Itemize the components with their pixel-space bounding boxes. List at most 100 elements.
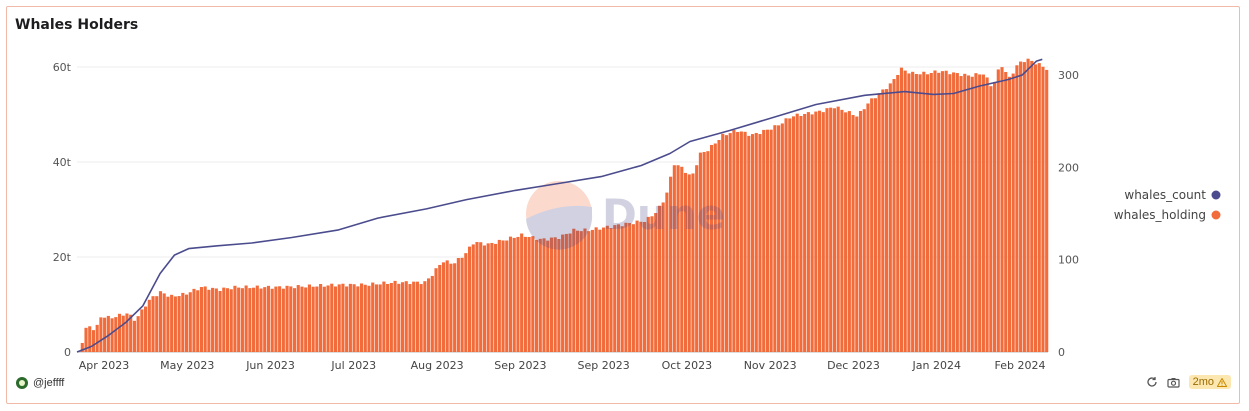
bar [732, 130, 736, 352]
bar [1041, 66, 1045, 353]
footer-actions: 2mo [1145, 375, 1231, 389]
y-left-tick-label: 0 [64, 346, 71, 359]
chart-card: Whales Holders 0 20t 40t 60t 0 100 200 300 Dune A… [6, 6, 1240, 404]
x-tick-label: Nov 2023 [744, 359, 797, 372]
bar [248, 288, 252, 352]
bar [624, 222, 628, 352]
bar [952, 72, 956, 352]
bar [602, 227, 606, 352]
bar [814, 111, 818, 352]
bar [858, 110, 863, 352]
bar [147, 299, 151, 352]
bar [821, 112, 825, 352]
bar [319, 283, 323, 352]
y-left-tick-label: 60t [53, 61, 72, 74]
bar [1011, 73, 1015, 352]
bar [799, 116, 803, 352]
bar [155, 296, 159, 352]
author-name[interactable]: @jeffff [33, 377, 65, 389]
bar [944, 70, 948, 352]
bar [866, 103, 870, 352]
bar [907, 73, 911, 352]
x-tick-label: Oct 2023 [662, 359, 713, 372]
bar [244, 285, 248, 352]
bar [683, 172, 688, 352]
bar [717, 139, 721, 352]
bar [121, 315, 125, 352]
bar [687, 174, 691, 352]
bar [780, 123, 784, 352]
bar [434, 268, 438, 352]
x-tick-label: Sep 2023 [494, 359, 546, 372]
bar [765, 129, 769, 352]
bar [836, 106, 840, 352]
bar [657, 205, 662, 352]
refresh-icon[interactable] [1145, 375, 1159, 389]
bar [184, 294, 189, 352]
watermark-text: Dune [602, 190, 725, 239]
bar [825, 108, 829, 352]
bar [561, 234, 565, 352]
bar [1037, 63, 1041, 352]
bar [441, 262, 446, 352]
bar [613, 225, 617, 352]
bar [404, 281, 408, 352]
bar [199, 287, 204, 352]
camera-icon[interactable] [1167, 375, 1181, 389]
author-credit[interactable]: @jeffff [16, 377, 64, 389]
bar [862, 109, 866, 352]
bar [635, 220, 639, 352]
bar [348, 283, 352, 352]
bar [505, 240, 509, 352]
legend-label: whales_count [1124, 188, 1206, 202]
bar [568, 233, 572, 352]
bar [371, 282, 375, 352]
bar [870, 98, 874, 352]
bar [922, 71, 926, 352]
bar [933, 70, 937, 352]
bar [888, 83, 892, 352]
bar [981, 74, 985, 352]
bar [605, 225, 609, 352]
bar [497, 239, 501, 352]
bar [1004, 72, 1008, 353]
bar [367, 285, 371, 352]
bar [628, 223, 632, 352]
bar [84, 327, 88, 352]
bar [464, 253, 468, 352]
bar [266, 285, 271, 352]
bar [151, 296, 155, 352]
bar [762, 129, 766, 352]
bar [803, 113, 807, 352]
bar [1033, 64, 1038, 353]
chart-title: Whales Holders [15, 17, 139, 33]
bar [508, 236, 513, 352]
bar [829, 107, 833, 352]
legend-marker-icon [1211, 210, 1221, 220]
bar [929, 72, 933, 352]
bar [207, 289, 211, 352]
bar [415, 281, 419, 352]
age-badge[interactable]: 2mo [1188, 375, 1231, 389]
bar [948, 74, 952, 352]
bar [549, 237, 554, 352]
bar [259, 288, 263, 352]
bar [114, 317, 118, 352]
bar [583, 228, 587, 352]
bar [1022, 62, 1026, 352]
bar [490, 242, 494, 352]
bar [326, 285, 330, 352]
bar [609, 228, 613, 352]
bar [222, 287, 226, 352]
bar [754, 132, 758, 352]
bar [471, 244, 475, 352]
bar [646, 216, 650, 352]
bar [106, 315, 110, 352]
bar [255, 285, 259, 352]
bar [237, 287, 241, 352]
x-tick-label: Apr 2023 [79, 359, 130, 372]
bar [978, 74, 982, 352]
x-tick-label: Feb 2024 [995, 359, 1046, 372]
bar [877, 93, 881, 353]
bar [214, 288, 218, 352]
